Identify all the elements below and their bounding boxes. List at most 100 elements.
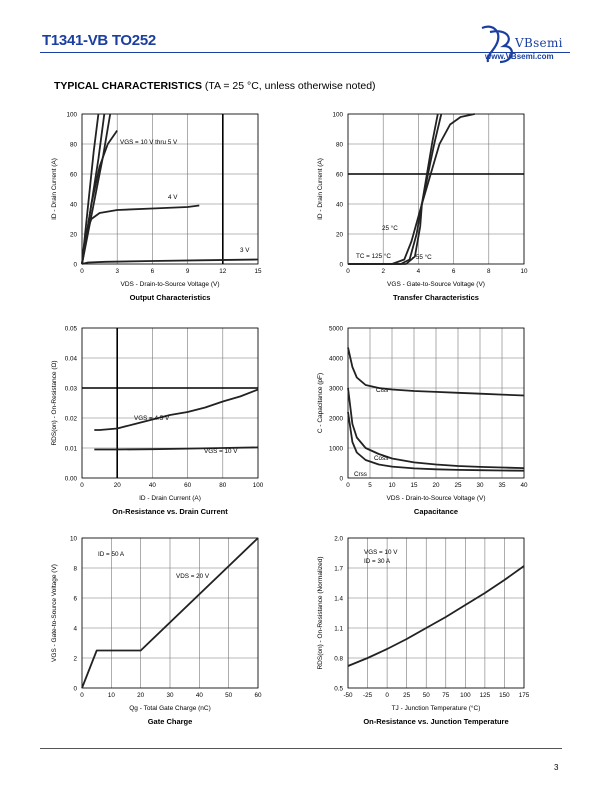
chart-title: On-Resistance vs. Junction Temperature [363,717,508,726]
plot-frame [347,537,525,689]
chart-transfer-characteristics: 0 20 40 60 80 100 0 2 4 6 8 10 25 °C TC = 125 °C - 55 … [317,112,528,303]
x-tick-label: -50 [343,692,353,699]
x-axis-label: TJ - Junction Temperature (°C) [392,704,481,712]
x-tick-label: 40 [149,482,157,489]
y-axis-label: RDS(on) - On-Resistance (Normalized) [317,556,324,669]
x-tick-label: 3 [115,268,119,275]
y-tick-label: 1.4 [334,596,343,603]
x-tick-label: 35 [498,482,506,489]
x-tick-label: 10 [520,268,528,275]
plot-frame [347,113,525,265]
series-line [347,387,525,469]
annotation-label: VGS = 4.5 V [134,415,170,422]
chart-title: Gate Charge [148,717,193,726]
y-tick-label: 0 [339,476,343,483]
x-tick-label: 25 [403,692,411,699]
x-tick-label: 8 [487,268,491,275]
x-axis-label: VGS - Gate-to-Source Voltage (V) [387,281,485,288]
x-tick-label: 0 [80,692,84,699]
x-tick-label: 20 [432,482,440,489]
y-axis-label: C - Capacitance (pF) [317,373,324,433]
y-tick-label: 2.0 [334,536,343,543]
x-tick-label: 0 [385,692,389,699]
series-line [348,113,443,265]
series-line [347,565,525,667]
series-line [81,537,259,689]
y-tick-label: 80 [70,142,78,149]
x-tick-label: 100 [253,482,264,489]
chart-title: On-Resistance vs. Drain Current [112,507,228,516]
series-line [81,129,118,265]
chart-gate-charge: 0 2 4 6 8 10 0 10 20 30 40 50 60 ID = 50 A VDS = 20 V Q… [51,536,262,727]
y-tick-label: 0.01 [65,446,78,453]
x-tick-label: 150 [499,692,510,699]
y-tick-label: 60 [336,172,344,179]
annotation-label: VGS = 10 V [364,549,398,556]
vbsemi-logo [481,25,513,64]
x-tick-label: 75 [442,692,450,699]
y-tick-label: 1.7 [334,566,343,573]
brand-name: VBsemi [515,36,563,50]
y-tick-label: 0.05 [65,326,78,333]
x-tick-label: 60 [254,692,262,699]
y-tick-label: 0.5 [334,686,343,693]
chart-title: Transfer Characteristics [393,293,479,302]
annotation-label: Crss [354,471,367,478]
x-tick-label: 125 [480,692,491,699]
annotation-label: 4 V [168,194,178,201]
y-tick-label: 80 [336,142,344,149]
series-line [81,113,112,265]
x-tick-label: 30 [476,482,484,489]
chart-on-resistance-vs-junction-temperature: 0.5 0.8 1.1 1.4 1.7 2.0 -50 -25 0 25 50 75 100 125 150… [317,536,530,727]
x-tick-label: 10 [108,692,116,699]
y-tick-label: 0.8 [334,656,343,663]
series-line [81,113,100,265]
annotation-label: 25 °C [382,224,398,232]
x-tick-label: 40 [520,482,528,489]
y-axis-label: RDS(on) - On-Resistance (Ω) [51,360,58,445]
section-heading: TYPICAL CHARACTERISTICS [54,80,202,92]
x-tick-label: 50 [225,692,233,699]
annotation-label: VDS = 20 V [176,573,210,580]
x-tick-label: 20 [114,482,122,489]
chart-output-characteristics: 0 20 40 60 80 100 0 3 6 9 12 15 VGS = 10 V thru 5 V 4… [51,112,262,303]
y-axis-label: ID - Drain Current (A) [51,158,58,220]
series-line [347,411,525,472]
x-tick-label: 6 [452,268,456,275]
brand-url[interactable]: www.VBsemi.com [485,52,554,61]
y-tick-label: 1.1 [334,626,343,633]
x-tick-label: 100 [460,692,471,699]
y-tick-label: 2 [73,656,77,663]
y-tick-label: 0.04 [65,356,78,363]
footer-rule [40,748,562,749]
y-tick-label: 10 [70,536,78,543]
plot-frame [81,327,259,479]
header-rule [40,52,570,53]
chart-capacitance: 0 1000 2000 3000 4000 5000 0 5 10 15 20 25 30 35 40 Cis… [317,326,528,517]
x-tick-label: 20 [137,692,145,699]
y-tick-label: 2000 [329,416,344,423]
y-tick-label: 8 [73,566,77,573]
section-condition: (TA = 25 °C, unless otherwise noted) [204,80,376,92]
y-tick-label: 0 [73,686,77,693]
x-tick-label: 5 [368,482,372,489]
y-tick-label: 60 [70,172,78,179]
series-line [81,258,259,265]
x-tick-label: 30 [166,692,174,699]
y-axis-label: VGS - Gate-to-Source Voltage (V) [51,564,58,662]
x-tick-label: 60 [184,482,192,489]
series-line [348,113,475,265]
x-tick-label: 4 [417,268,421,275]
series-line [348,113,439,265]
plot-frame [81,113,259,265]
y-tick-label: 0.02 [65,416,78,423]
chart-on-resistance-vs-drain-current: 0.00 0.01 0.02 0.03 0.04 0.05 0 20 40 60 80 100 VGS … [51,326,264,517]
x-tick-label: 15 [254,268,262,275]
annotation-label: - 55 °C [412,253,432,261]
x-tick-label: 15 [410,482,418,489]
x-tick-label: 175 [519,692,530,699]
annotation-label: ID = 30 A [364,558,391,565]
x-tick-label: 6 [151,268,155,275]
annotation-label: ID = 50 A [98,551,125,558]
page-number: 3 [554,763,559,772]
